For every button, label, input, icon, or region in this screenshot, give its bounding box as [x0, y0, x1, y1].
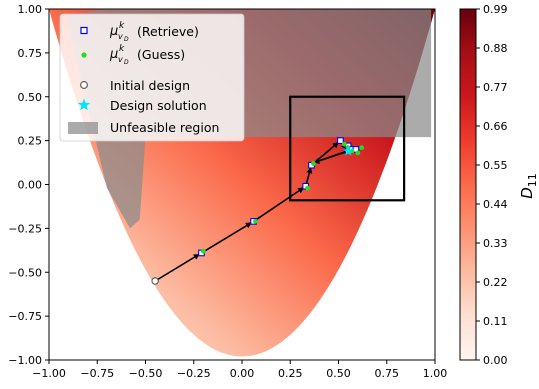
- path-arrowhead: [306, 167, 313, 174]
- colorbar-tick-label: 0.88: [483, 42, 508, 55]
- x-axis: −1.00 −0.75 −0.50 −0.25 0.00 0.25 0.50 0.75 1.00: [32, 360, 447, 380]
- colorbar-tick-label: 0.77: [483, 81, 508, 94]
- legend-solution-label: Design solution: [110, 98, 207, 113]
- legend-retrieve-sup: k: [119, 21, 125, 31]
- legend-guess-subsub: D: [124, 59, 129, 66]
- path-arrowhead: [193, 253, 200, 260]
- x-tick-label: 1.00: [423, 367, 448, 380]
- colorbar-tick-label: 0.99: [483, 3, 508, 16]
- initial-design-marker: [151, 277, 159, 285]
- legend-guess-symbol: μ: [109, 47, 118, 62]
- x-tick-label: −0.25: [177, 367, 211, 380]
- x-tick-label: 0.00: [230, 367, 255, 380]
- guess-point: [355, 150, 361, 156]
- x-tick-label: −0.75: [80, 367, 114, 380]
- path-arrowhead: [245, 222, 252, 229]
- colorbar-tick-label: 0.22: [483, 276, 508, 289]
- colorbar-tick-label: 0.33: [483, 237, 508, 250]
- colorbar-gradient: [459, 8, 477, 361]
- x-tick-label: 0.75: [375, 367, 400, 380]
- x-tick-label: −1.00: [32, 367, 66, 380]
- y-tick-label: −0.50: [8, 266, 42, 279]
- colorbar-tick-label: 0.66: [483, 120, 508, 133]
- legend-initial-marker: [80, 81, 88, 89]
- y-tick-label: −0.75: [8, 310, 42, 323]
- legend-retrieve-symbol: μ: [109, 24, 118, 39]
- guess-point: [305, 185, 311, 191]
- legend-retrieve-label: (Retrieve): [137, 24, 199, 39]
- legend-guess-label: (Guess): [137, 47, 185, 62]
- guess-point: [311, 161, 316, 166]
- retrieve-point: [337, 137, 344, 144]
- legend-retrieve-sub: v: [118, 32, 123, 41]
- y-tick-label: 0.50: [18, 91, 43, 104]
- y-tick-label: 1.00: [18, 3, 43, 16]
- design-solution-marker: [342, 145, 354, 156]
- x-tick-label: 0.25: [278, 367, 303, 380]
- colorbar: 0.99 0.88 0.77 0.66 0.55 0.44 0.33 0.22 0.11 0.00…: [459, 3, 539, 367]
- guess-point: [359, 145, 365, 151]
- legend-unfeasible-label: Unfeasible region: [110, 120, 219, 135]
- colorbar-tick-label: 0.55: [483, 159, 508, 172]
- legend-solution-marker: [77, 98, 91, 111]
- zoom-box: [289, 95, 406, 202]
- y-axis: 1.00 0.75 0.50 0.25 0.00 −0.25 −0.50 −0.75 −1.00: [8, 3, 49, 367]
- colorbar-ticks: 0.99 0.88 0.77 0.66 0.55 0.44 0.33 0.22 0.11 0.00: [476, 3, 508, 367]
- guess-point: [341, 141, 347, 147]
- y-tick-label: −1.00: [8, 354, 42, 367]
- legend-initial-label: Initial design: [110, 78, 190, 93]
- legend-guess-sub: v: [118, 55, 123, 64]
- legend-guess-marker: [81, 52, 87, 58]
- x-tick-label: −0.50: [129, 367, 163, 380]
- colorbar-tick-label: 0.00: [483, 354, 508, 367]
- guess-point: [201, 248, 206, 254]
- colorbar-label: D11: [518, 173, 539, 199]
- guess-point: [253, 218, 258, 224]
- legend-retrieve-subsub: D: [124, 36, 129, 43]
- y-tick-label: −0.25: [8, 222, 42, 235]
- legend-frame: [59, 13, 245, 142]
- y-tick-label: 0.25: [18, 135, 43, 148]
- legend-unfeasible-patch: [68, 122, 98, 134]
- legend-guess-sup: k: [119, 44, 125, 54]
- y-tick-label: 0.75: [18, 47, 43, 60]
- legend: μ k v D (Retrieve) μ k v D (Guess) Initi…: [59, 13, 245, 142]
- colorbar-tick-label: 0.11: [483, 315, 508, 328]
- y-tick-label: 0.00: [18, 179, 43, 192]
- legend-retrieve-marker: [80, 26, 88, 35]
- x-tick-label: 0.50: [326, 367, 351, 380]
- optimization-path: [154, 139, 356, 282]
- colorbar-tick-label: 0.44: [483, 198, 508, 211]
